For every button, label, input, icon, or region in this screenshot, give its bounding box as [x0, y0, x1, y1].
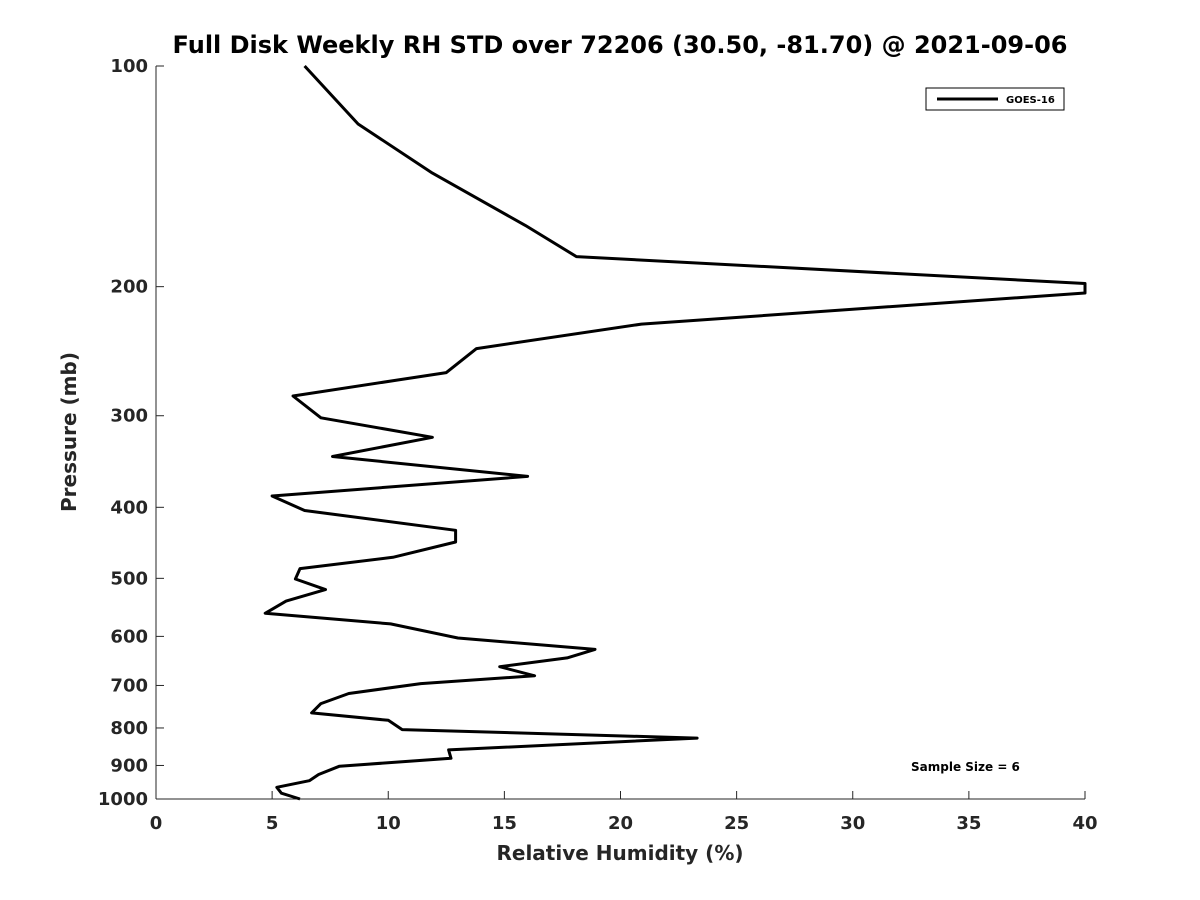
- chart-title: Full Disk Weekly RH STD over 72206 (30.5…: [173, 31, 1068, 59]
- y-tick-label: 500: [110, 568, 148, 589]
- y-tick-label: 100: [110, 56, 148, 77]
- y-tick-label: 200: [110, 277, 148, 298]
- x-tick-label: 15: [492, 813, 517, 834]
- y-axis-label: Pressure (mb): [57, 352, 81, 512]
- series-line-goes-16: [263, 64, 1087, 801]
- x-tick-labels: 0 5 10 15 20 25 30 35 40: [150, 813, 1098, 834]
- y-tick-label: 1000: [98, 789, 148, 810]
- legend: GOES-16: [925, 87, 1065, 111]
- sample-size-annotation: Sample Size = 6: [911, 760, 1020, 774]
- x-tick-label: 20: [608, 813, 633, 834]
- y-tick-label: 400: [110, 497, 148, 518]
- x-tick-label: 5: [266, 813, 279, 834]
- legend-label-goes16: GOES-16: [1006, 95, 1055, 106]
- y-tick-label: 300: [110, 406, 148, 427]
- x-tick-label: 40: [1072, 813, 1097, 834]
- x-axis-label: Relative Humidity (%): [496, 841, 743, 865]
- y-tick-label: 600: [110, 626, 148, 647]
- x-tick-label: 0: [150, 813, 163, 834]
- axes: [155, 66, 1085, 800]
- series-layer: [263, 64, 1087, 801]
- x-tick-label: 35: [956, 813, 981, 834]
- y-tick-label: 900: [110, 755, 148, 776]
- y-tick-label: 800: [110, 718, 148, 739]
- x-tick-label: 25: [724, 813, 749, 834]
- x-tick-label: 30: [840, 813, 865, 834]
- y-tick-labels: 100 200 300 400 500 600 700 800 900 1000: [98, 56, 148, 810]
- x-tick-label: 10: [376, 813, 401, 834]
- tick-marks: [155, 65, 1086, 800]
- y-tick-label: 700: [110, 675, 148, 696]
